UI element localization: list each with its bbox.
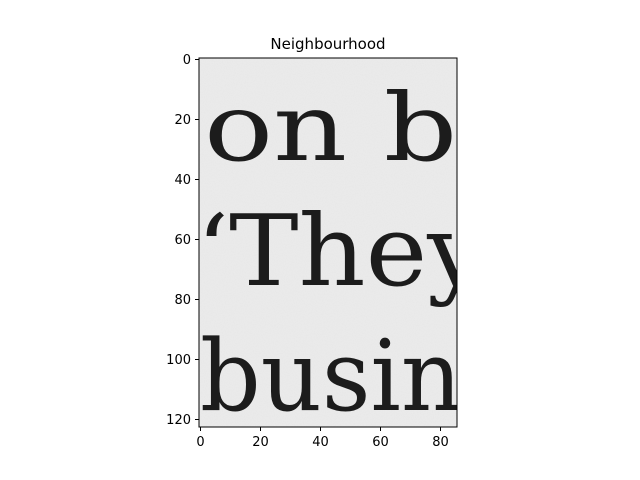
x-tick-label: 0 <box>196 435 204 450</box>
image-text-line-2: ‘They <box>196 195 487 309</box>
y-tick-label: 20 <box>174 113 191 128</box>
plot-title: Neighbourhood <box>270 35 385 53</box>
x-tick-label: 60 <box>372 435 389 450</box>
image-text-line-1: on bl <box>204 74 494 183</box>
x-tick-label: 80 <box>432 435 449 450</box>
x-tick-label: 20 <box>252 435 269 450</box>
axes-frame <box>198 57 458 428</box>
image-text-line-3: busin <box>200 320 462 434</box>
y-tick-label: 60 <box>174 233 191 248</box>
y-tick-label: 80 <box>174 293 191 308</box>
image-area: on bl ‘They busin <box>196 58 494 434</box>
y-tick-label: 100 <box>166 353 191 368</box>
y-tick-label: 120 <box>166 413 191 428</box>
x-tick-label: 40 <box>312 435 329 450</box>
y-tick-label: 0 <box>183 53 191 68</box>
x-axis: 0 20 40 60 80 <box>196 427 449 450</box>
y-tick-label: 40 <box>174 173 191 188</box>
y-axis: 0 20 40 60 80 100 120 <box>166 53 199 428</box>
